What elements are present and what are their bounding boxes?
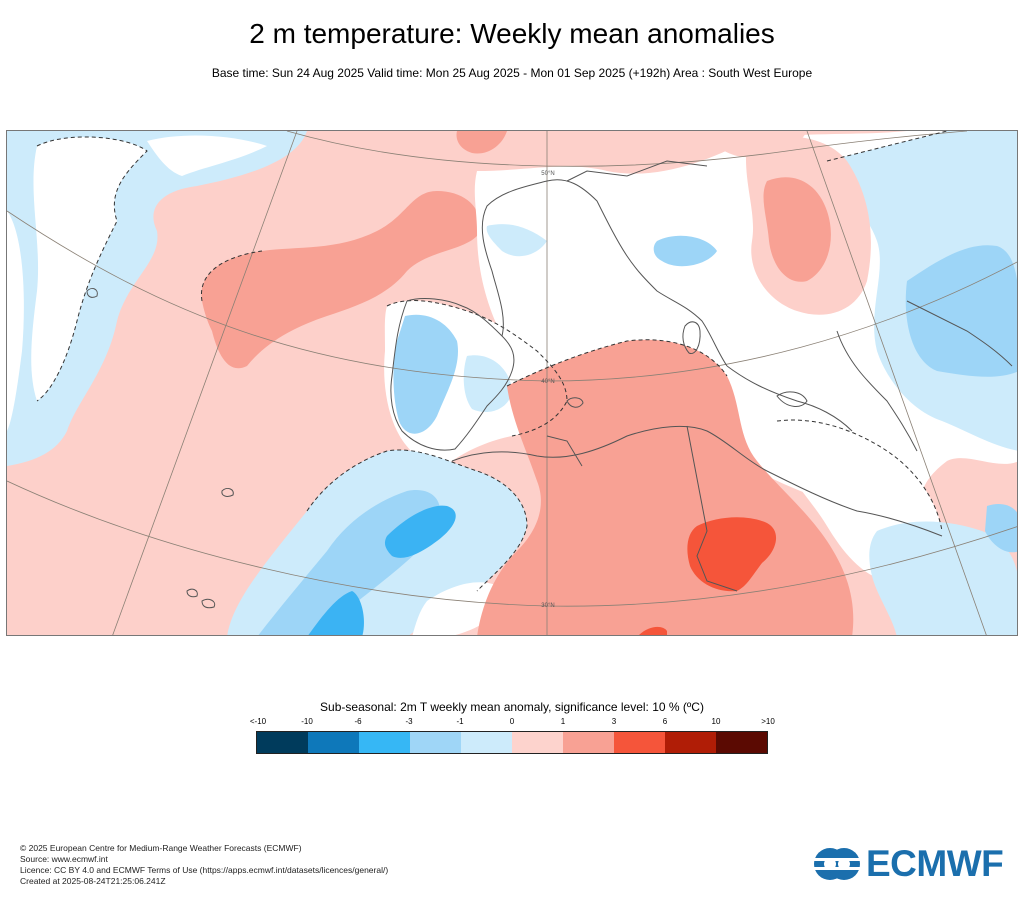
- legend-tick: 3: [611, 717, 617, 726]
- lat-line-40: [7, 210, 1017, 382]
- north-warm-blob: [456, 131, 507, 154]
- legend-tick: 1: [560, 717, 566, 726]
- france-cool-strip: [486, 224, 547, 257]
- lon-line-20e: [806, 131, 987, 635]
- ecmwf-logo-icon: [812, 848, 862, 880]
- legend-swatch: [410, 732, 461, 753]
- legend-tick: -1: [456, 717, 464, 726]
- east-europe-cool-area-2: [905, 245, 1017, 377]
- south-edge-hot: [639, 626, 667, 635]
- legend-swatch: [308, 732, 359, 753]
- graticule: [7, 131, 1017, 635]
- legend-tick: 0: [509, 717, 515, 726]
- lat-label-40n: 40°N: [541, 379, 554, 385]
- iberia-cool-area: [393, 314, 458, 434]
- legend-swatch: [512, 732, 563, 753]
- central-europe-warm-core: [763, 177, 831, 282]
- footer: © 2025 European Centre for Medium-Range …: [20, 843, 388, 887]
- legend-swatch: [563, 732, 614, 753]
- licence-text: Licence: CC BY 4.0 and ECMWF Terms of Us…: [20, 865, 389, 875]
- chart-title: 2 m temperature: Weekly mean anomalies: [249, 18, 775, 49]
- iberia-cool-east: [463, 355, 512, 413]
- lat-label-50n: 50°N: [541, 171, 554, 177]
- significance-contours: [36, 131, 948, 592]
- legend-swatch: [257, 732, 308, 753]
- created-text: Created at 2025-08-24T21:25:06.241Z: [20, 876, 166, 886]
- lon-line-20w: [112, 131, 298, 635]
- morocco-cold-core: [384, 505, 456, 558]
- atlantic-warm-area: [201, 191, 480, 369]
- east-med-cool: [869, 521, 1017, 635]
- legend-tick: <-10: [249, 717, 267, 726]
- coastlines: [390, 160, 1013, 592]
- legend-title: Sub-seasonal: 2m T weekly mean anomaly, …: [320, 700, 704, 714]
- legend-tick: -10: [301, 717, 313, 726]
- ecmwf-logo-text: ECMWF: [866, 843, 1004, 884]
- sw-cold-core: [308, 591, 364, 635]
- legend-tick: -6: [354, 717, 362, 726]
- east-edge-cool: [985, 504, 1017, 553]
- legend-swatch: [359, 732, 410, 753]
- legend-swatch: [716, 732, 767, 753]
- legend-swatch: [665, 732, 716, 753]
- legend-swatch: [614, 732, 665, 753]
- morocco-cool-mid: [258, 490, 441, 635]
- legend-tick: -3: [405, 717, 413, 726]
- sahara-hot-core: [687, 517, 777, 592]
- copyright-text: © 2025 European Centre for Medium-Range …: [20, 843, 302, 853]
- europe-small-cool: [653, 235, 717, 267]
- anomaly-map-svg: 50°N 40°N 30°N: [7, 131, 1017, 635]
- lat-line-30: [7, 480, 1017, 607]
- legend-colorbar: [256, 731, 768, 754]
- west-edge-neutral: [7, 211, 24, 431]
- legend-tick: >10: [761, 717, 775, 726]
- atlantic-neutral-area-2: [147, 135, 267, 176]
- source-text: Source: www.ecmwf.int: [20, 854, 108, 864]
- legend-swatch: [461, 732, 512, 753]
- legend-tick: 6: [662, 717, 668, 726]
- north-europe-warm: [711, 131, 807, 158]
- legend-ticks: <-10 -10 -6 -3 -1 0 1 3 6 10 >10: [230, 717, 790, 729]
- lat-label-30n: 30°N: [541, 603, 554, 609]
- legend-tick: 10: [711, 717, 721, 726]
- ecmwf-logo: ECMWF: [812, 842, 1008, 886]
- islands: [86, 288, 808, 609]
- atlantic-neutral-area: [31, 136, 147, 401]
- lat-line-50: [286, 131, 968, 167]
- chart-subtitle: Base time: Sun 24 Aug 2025 Valid time: M…: [211, 66, 813, 80]
- anomaly-map[interactable]: 50°N 40°N 30°N: [6, 130, 1018, 636]
